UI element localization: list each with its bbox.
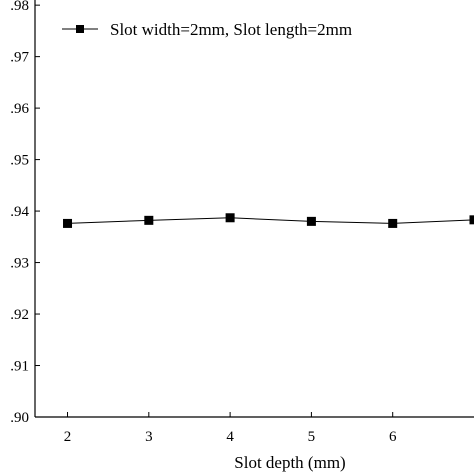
y-tick-label: .91 [10,359,29,375]
series-layer [63,213,474,228]
y-tick-label: .98 [10,0,29,14]
y-tick-label: .94 [10,204,29,220]
data-point-marker [63,218,73,228]
x-tick-label: 4 [226,429,234,445]
legend-marker-sample [76,25,84,33]
x-tick-label: 3 [145,429,153,445]
y-ticks: .90 .91 .92 .93 .94 .95 .96 .97 .98 [10,0,40,426]
y-tick-label: .90 [10,410,29,426]
data-point-marker [225,213,235,223]
y-tick-label: .93 [10,256,29,272]
x-tick-label: 2 [64,429,72,445]
y-tick-label: .97 [10,50,29,66]
y-tick-label: .92 [10,307,29,323]
series-line [67,217,474,224]
y-tick-label: .95 [10,153,29,169]
data-point-marker [144,215,154,225]
x-ticks: 2 3 4 5 6 [64,412,397,445]
x-tick-label: 6 [389,429,397,445]
data-point-marker [469,215,474,225]
legend-label: Slot width=2mm, Slot length=2mm [110,20,352,39]
chart-axes [34,0,474,418]
x-tick-label: 5 [308,429,316,445]
x-axis-title: Slot depth (mm) [234,453,345,472]
data-point-marker [388,218,398,228]
legend: Slot width=2mm, Slot length=2mm [62,20,352,39]
data-point-marker [306,216,316,226]
y-tick-label: .96 [10,101,29,117]
